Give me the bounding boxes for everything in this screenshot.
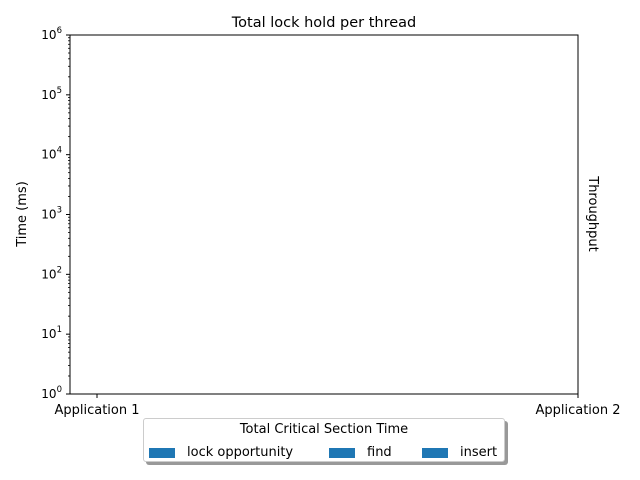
legend-item-find: find	[329, 445, 392, 460]
legend-swatch	[329, 447, 355, 458]
legend-swatch	[422, 447, 448, 458]
legend-swatch	[149, 447, 175, 458]
y-tick-label: 103	[41, 206, 62, 222]
plot-area	[69, 34, 579, 395]
y-tick-label: 106	[41, 26, 62, 42]
legend-item-insert: insert	[422, 445, 497, 460]
legend-label: insert	[460, 445, 498, 460]
chart-title: Total lock hold per thread	[231, 15, 416, 31]
y-tick-label: 101	[41, 325, 62, 341]
y-axis-right-label: Throughput	[585, 175, 600, 252]
legend-label: find	[367, 445, 392, 460]
legend: Total Critical Section Time lock opportu…	[143, 418, 505, 462]
legend-item-lock-opportunity: lock opportunity	[149, 445, 293, 460]
y-tick-label: 104	[41, 146, 62, 162]
legend-label: lock opportunity	[187, 445, 294, 460]
y-tick-label: 102	[41, 265, 62, 281]
x-axis-ticks: Application 1 Application 2	[54, 394, 621, 418]
y-axis-ticks: 100 101 102 103 104 105 106	[41, 26, 70, 401]
x-tick-label: Application 1	[54, 403, 139, 418]
legend-title: Total Critical Section Time	[239, 422, 409, 437]
y-tick-label: 105	[41, 86, 62, 102]
x-tick-label: Application 2	[535, 403, 620, 418]
y-axis-label: Time (ms)	[15, 181, 30, 248]
y-tick-label: 100	[41, 385, 62, 401]
